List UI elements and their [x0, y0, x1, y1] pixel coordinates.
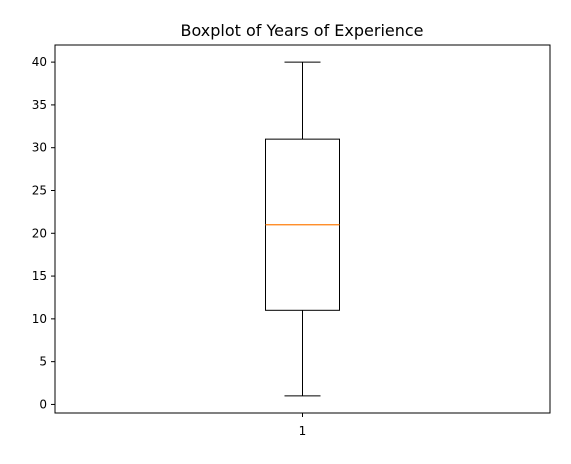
x-axis: 1	[299, 413, 307, 438]
y-tick-label: 5	[39, 355, 47, 369]
y-axis: 0 5 10 15 20 25 30 35 40	[32, 55, 55, 411]
chart-title: Boxplot of Years of Experience	[180, 21, 423, 40]
y-tick-label: 20	[32, 226, 47, 240]
y-tick-label: 15	[32, 269, 47, 283]
y-tick-label: 0	[39, 397, 47, 411]
y-tick-label: 35	[32, 98, 47, 112]
y-tick-label: 10	[32, 312, 47, 326]
y-tick-label: 25	[32, 183, 47, 197]
y-tick-label: 40	[32, 55, 47, 69]
x-tick-label: 1	[299, 424, 307, 438]
y-tick-label: 30	[32, 141, 47, 155]
